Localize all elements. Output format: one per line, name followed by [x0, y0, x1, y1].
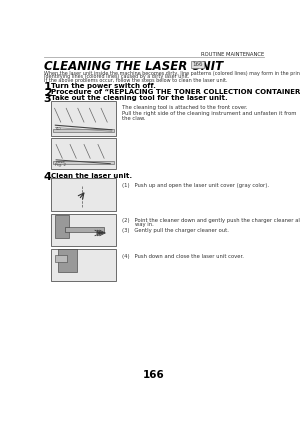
Text: Fig. 2: Fig. 2	[55, 163, 66, 167]
Text: 4: 4	[44, 172, 52, 182]
Text: If the above problems occur, follow the steps below to clean the laser unit.: If the above problems occur, follow the …	[44, 78, 227, 83]
Bar	[52, 138, 116, 169]
Text: (2)   Point the cleaner down and gently push the charger cleaner all the: (2) Point the cleaner down and gently pu…	[122, 218, 300, 223]
Text: (1)   Push up and open the laser unit cover (gray color).: (1) Push up and open the laser unit cove…	[122, 183, 269, 188]
Text: Identifying lines (colored lines) caused by a dirty laser unit.: Identifying lines (colored lines) caused…	[44, 74, 189, 79]
Text: 1: 1	[44, 82, 52, 92]
Text: 3: 3	[44, 95, 51, 104]
Text: Take out the cleaning tool for the laser unit.: Take out the cleaning tool for the laser…	[52, 95, 228, 101]
Text: Pull the right side of the cleaning instrument and unfasten it from the claw.: Pull the right side of the cleaning inst…	[122, 111, 296, 121]
Bar	[52, 249, 116, 282]
Bar	[52, 179, 116, 211]
Text: Clean the laser unit.: Clean the laser unit.	[52, 173, 133, 179]
Text: (4)   Push down and close the laser unit cover.: (4) Push down and close the laser unit c…	[122, 254, 244, 259]
Bar	[53, 162, 114, 165]
Text: (1): (1)	[55, 127, 61, 131]
Text: Procedure of “REPLACING THE TONER COLLECTION CONTAINER” (p.161).: Procedure of “REPLACING THE TONER COLLEC…	[52, 89, 300, 95]
Bar	[65, 227, 104, 232]
Text: (3)   Gently pull the charger cleaner out.: (3) Gently pull the charger cleaner out.	[122, 228, 229, 233]
Text: When the laser unit inside the machine becomes dirty, line patterns (colored lin: When the laser unit inside the machine b…	[44, 71, 300, 76]
Text: CLEANING THE LASER UNIT: CLEANING THE LASER UNIT	[44, 60, 223, 73]
Bar	[52, 214, 116, 246]
Bar	[55, 215, 69, 238]
Text: ROUTINE MAINTENANCE: ROUTINE MAINTENANCE	[201, 52, 264, 57]
Bar	[58, 249, 77, 272]
Text: nose: nose	[55, 160, 65, 164]
Bar	[55, 254, 67, 262]
Text: 2: 2	[44, 88, 52, 98]
Bar	[52, 100, 116, 136]
Bar	[53, 129, 114, 132]
Text: 166: 166	[143, 371, 165, 380]
Text: The cleaning tool is attached to the front cover.: The cleaning tool is attached to the fro…	[122, 105, 248, 110]
Text: way in.: way in.	[122, 222, 154, 227]
Text: Turn the power switch off.: Turn the power switch off.	[52, 83, 156, 89]
Text: 166: 166	[193, 61, 203, 67]
